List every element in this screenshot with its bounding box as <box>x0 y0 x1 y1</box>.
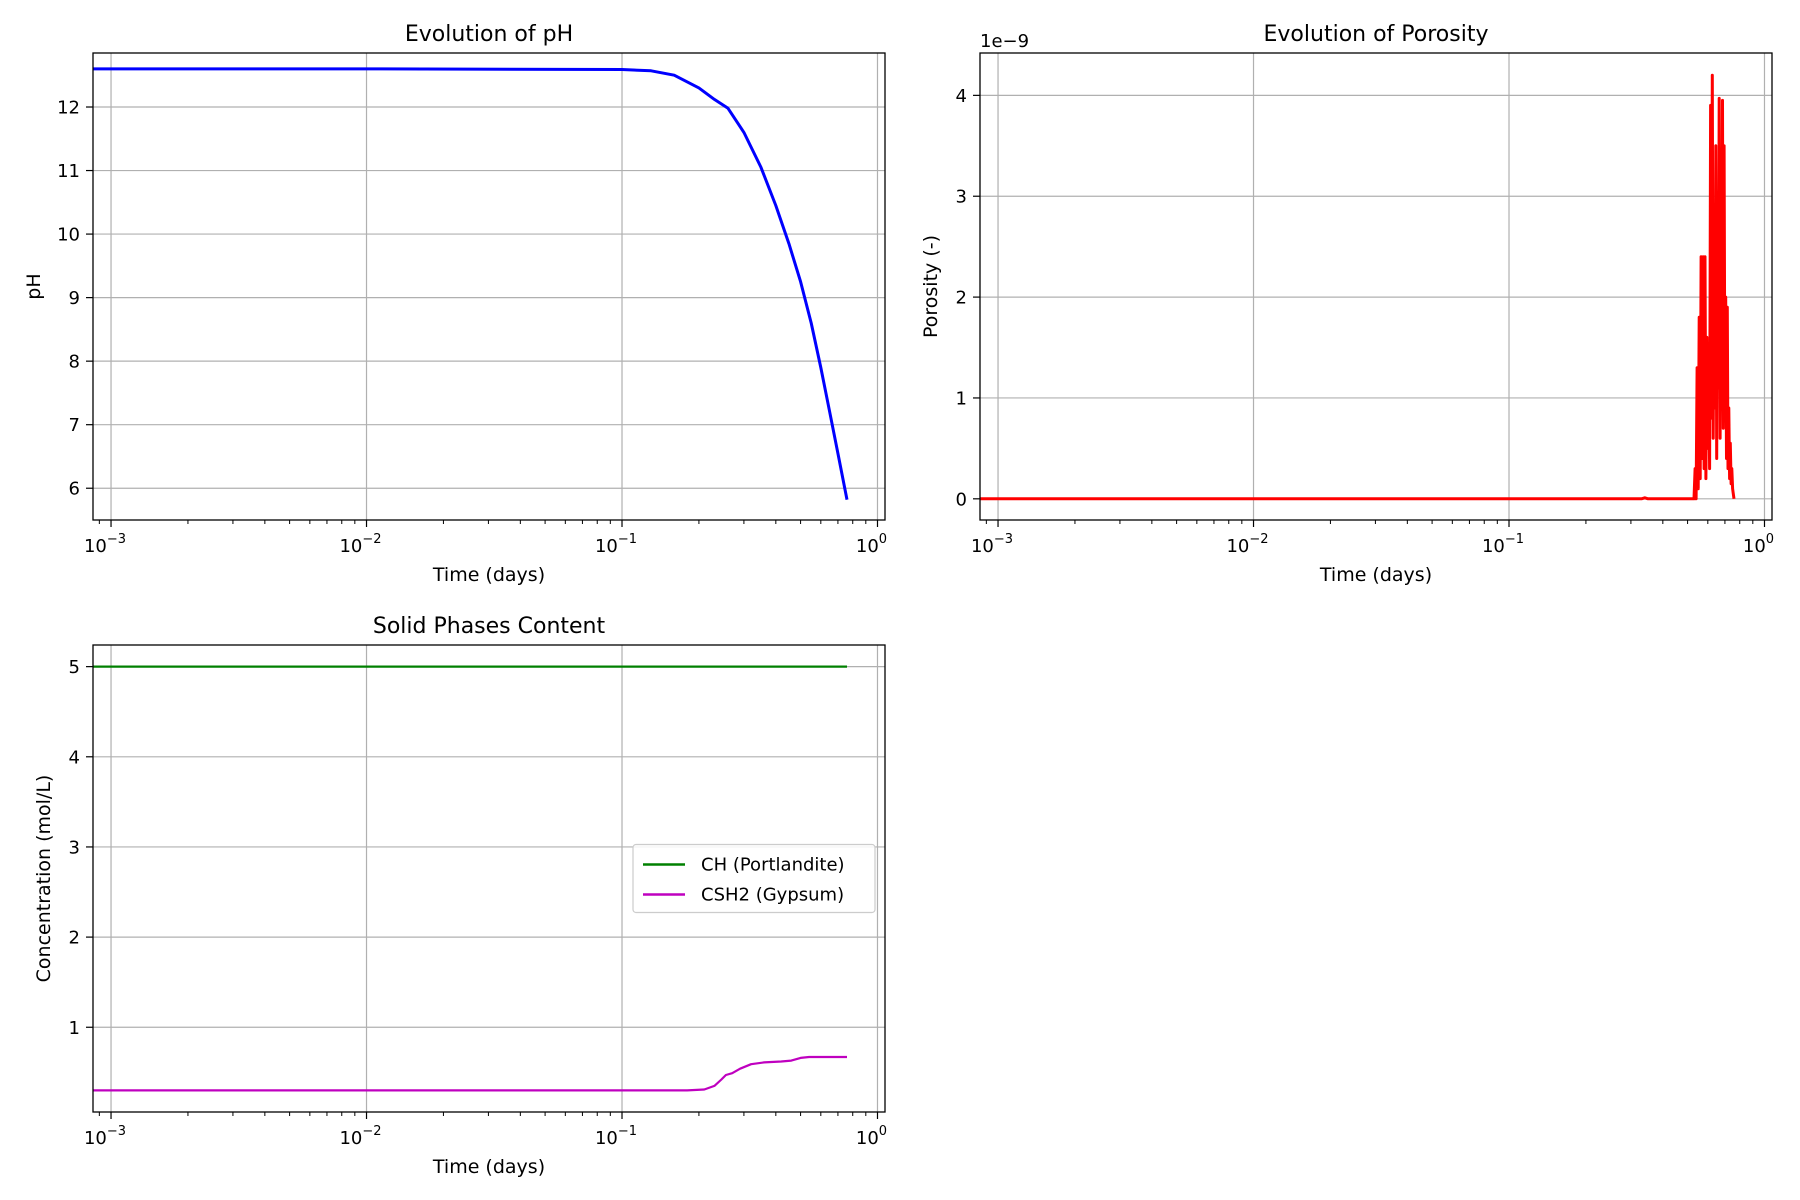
y-tick-label: 10 <box>57 225 80 246</box>
chart-ph: 10−3 10−2 10−1 100 6 7 8 9 10 11 12 Evolution of pH… <box>23 22 887 586</box>
x-tick-label: 10−3 <box>971 532 1013 557</box>
chart-title: Evolution of pH <box>405 22 573 47</box>
y-tick-label: 11 <box>57 161 80 182</box>
y-axis-label: pH <box>23 273 45 299</box>
y-tick-label: 9 <box>69 288 80 309</box>
x-tick-label: 10−2 <box>339 1124 381 1149</box>
y-tick-label: 2 <box>956 288 967 309</box>
plot-area <box>93 665 847 1092</box>
axes-frame <box>979 52 1773 521</box>
y-tick-label: 1 <box>956 388 967 409</box>
chart-title: Evolution of Porosity <box>1264 22 1489 47</box>
x-axis-label: Time (days) <box>432 1156 545 1178</box>
x-tick-label: 10−3 <box>84 1124 126 1149</box>
series-line-0 <box>93 67 849 500</box>
y-tick-label: 1 <box>69 1018 80 1039</box>
plot-area <box>93 67 849 500</box>
x-tick-label: 10−2 <box>339 532 381 557</box>
y-tick-label: 6 <box>69 479 80 500</box>
y-tick-label: 7 <box>69 415 80 436</box>
offset-label: 1e−9 <box>980 31 1029 52</box>
axes-frame <box>92 644 886 1113</box>
legend-entry: CSH2 (Gypsum) <box>701 885 844 906</box>
x-tick-label: 10−3 <box>84 532 126 557</box>
x-axis-label: Time (days) <box>432 564 545 586</box>
axes-frame <box>92 52 886 521</box>
y-tick-label: 8 <box>69 352 80 373</box>
y-tick-label: 3 <box>956 187 967 208</box>
y-tick-label: 3 <box>69 837 80 858</box>
x-tick-label: 10−1 <box>595 1124 637 1149</box>
x-tick-label: 10−1 <box>1482 532 1524 557</box>
y-axis-label: Concentration (mol/L) <box>33 775 55 983</box>
y-tick-label: 4 <box>69 747 80 768</box>
plot-area <box>980 73 1736 501</box>
y-tick-label: 12 <box>57 98 80 119</box>
x-tick-label: 100 <box>856 532 887 557</box>
series-line-0 <box>980 73 1736 501</box>
x-tick-label: 10−2 <box>1226 532 1268 557</box>
y-tick-label: 5 <box>69 657 80 678</box>
chart-title: Solid Phases Content <box>373 614 606 639</box>
chart-solids: 10−3 10−2 10−1 100 1 2 3 4 5 Solid Phases Content… <box>33 614 887 1178</box>
chart-porosity: 10−3 10−2 10−1 100 0 1 2 3 4 Evolution of Porosit… <box>920 22 1774 586</box>
legend-box <box>632 843 876 914</box>
x-tick-label: 10−1 <box>595 532 637 557</box>
legend-entry: CH (Portlandite) <box>701 855 845 876</box>
y-tick-label: 2 <box>69 928 80 949</box>
x-axis-label: Time (days) <box>1319 564 1432 586</box>
y-axis-label: Porosity (-) <box>920 235 942 338</box>
legend: CH (Portlandite) CSH2 (Gypsum) <box>632 843 876 914</box>
y-tick-label: 4 <box>956 86 967 107</box>
x-tick-label: 100 <box>856 1124 887 1149</box>
x-tick-label: 100 <box>1743 532 1774 557</box>
y-tick-label: 0 <box>956 489 967 510</box>
series-line-csh2 <box>93 1055 847 1092</box>
